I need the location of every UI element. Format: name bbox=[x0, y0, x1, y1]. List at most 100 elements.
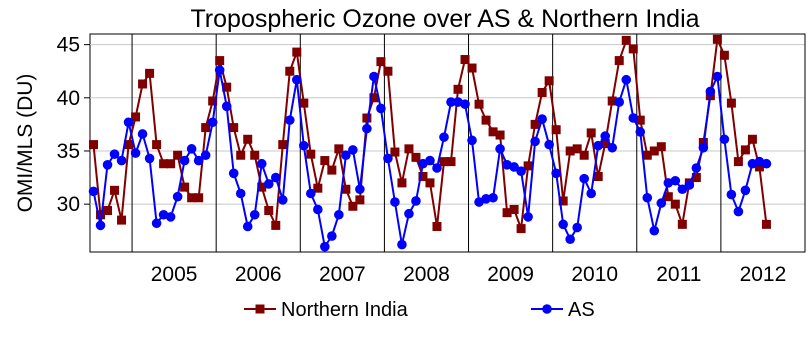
data-point bbox=[264, 206, 274, 216]
y-tick-label: 35 bbox=[57, 140, 80, 163]
chart-title: Tropospheric Ozone over AS & Northern In… bbox=[190, 5, 699, 33]
data-point bbox=[509, 162, 519, 172]
data-point bbox=[649, 225, 660, 236]
data-point bbox=[334, 209, 344, 220]
x-tick-label: 2006 bbox=[235, 263, 282, 286]
series-northern-india bbox=[89, 34, 771, 234]
data-point bbox=[523, 161, 533, 171]
data-point bbox=[299, 98, 309, 108]
data-point bbox=[600, 139, 610, 149]
data-point bbox=[551, 125, 561, 135]
data-point bbox=[110, 185, 120, 195]
data-point bbox=[691, 173, 701, 183]
data-point bbox=[397, 178, 407, 188]
data-point bbox=[131, 112, 141, 122]
data-point bbox=[411, 196, 421, 206]
legend-label: Northern India bbox=[281, 299, 409, 321]
data-point bbox=[187, 193, 197, 203]
data-point bbox=[109, 149, 120, 159]
data-point bbox=[572, 144, 582, 154]
data-point bbox=[516, 166, 526, 176]
data-point bbox=[222, 82, 232, 92]
data-point bbox=[565, 146, 575, 156]
data-point bbox=[656, 198, 667, 208]
data-point bbox=[712, 34, 722, 44]
data-point bbox=[495, 144, 505, 154]
data-point bbox=[432, 221, 442, 231]
data-point bbox=[145, 68, 155, 78]
data-point bbox=[411, 152, 421, 162]
data-point bbox=[341, 184, 351, 194]
data-point bbox=[740, 145, 750, 155]
data-point bbox=[89, 140, 99, 150]
data-point bbox=[257, 182, 267, 192]
data-point bbox=[200, 150, 211, 161]
data-point bbox=[172, 191, 183, 202]
data-point bbox=[341, 150, 351, 161]
legend-item: AS bbox=[531, 299, 595, 321]
data-point bbox=[306, 188, 316, 199]
data-point bbox=[621, 74, 632, 85]
data-point bbox=[663, 192, 673, 202]
data-point bbox=[761, 158, 772, 169]
data-point bbox=[530, 136, 540, 147]
data-point bbox=[600, 131, 611, 141]
data-point bbox=[544, 76, 554, 86]
data-point bbox=[628, 113, 639, 123]
data-point bbox=[229, 123, 239, 133]
grid bbox=[90, 34, 806, 252]
data-point bbox=[677, 219, 687, 229]
data-point bbox=[369, 71, 379, 82]
data-point bbox=[291, 74, 302, 85]
data-point bbox=[670, 199, 680, 209]
data-point bbox=[733, 157, 743, 167]
data-point bbox=[579, 150, 589, 160]
data-point bbox=[221, 101, 232, 112]
data-point bbox=[614, 56, 624, 66]
x-tick-label: 2007 bbox=[319, 263, 366, 286]
data-point bbox=[432, 163, 442, 173]
data-point bbox=[320, 241, 330, 252]
data-point bbox=[249, 209, 260, 220]
data-point bbox=[684, 180, 695, 190]
data-point bbox=[298, 140, 309, 151]
data-point bbox=[397, 239, 407, 250]
data-point bbox=[593, 171, 603, 181]
data-point bbox=[327, 231, 337, 241]
legend-label: AS bbox=[568, 299, 595, 321]
plot-area: 30 35 40 45 2005 2006 2007 2008 2009 2010 2011 201… bbox=[57, 33, 806, 286]
data-point bbox=[313, 183, 323, 193]
data-point bbox=[292, 47, 302, 57]
data-point bbox=[537, 114, 547, 124]
data-point bbox=[159, 159, 169, 169]
data-point bbox=[165, 212, 176, 222]
data-point bbox=[614, 97, 625, 107]
data-point bbox=[446, 157, 456, 167]
data-point bbox=[376, 57, 386, 67]
data-point bbox=[362, 123, 372, 134]
data-point bbox=[404, 144, 414, 154]
data-point bbox=[277, 195, 288, 205]
data-point bbox=[123, 117, 134, 128]
series-as bbox=[88, 65, 772, 252]
data-point bbox=[179, 155, 190, 166]
data-point bbox=[390, 197, 400, 207]
x-tick-label: 2009 bbox=[487, 263, 534, 286]
data-point bbox=[726, 189, 737, 200]
data-point bbox=[201, 123, 211, 133]
data-point bbox=[719, 134, 730, 145]
data-point bbox=[537, 87, 547, 97]
data-point bbox=[214, 65, 225, 75]
data-point bbox=[635, 115, 645, 125]
data-point bbox=[747, 134, 757, 144]
data-point bbox=[621, 35, 631, 45]
data-point bbox=[193, 155, 204, 166]
data-point bbox=[376, 103, 386, 114]
data-point bbox=[509, 204, 519, 214]
data-point bbox=[228, 168, 239, 179]
data-point bbox=[488, 192, 498, 203]
data-point bbox=[144, 153, 155, 164]
data-point bbox=[271, 220, 281, 230]
data-point bbox=[572, 222, 582, 233]
legend-marker bbox=[542, 304, 552, 314]
